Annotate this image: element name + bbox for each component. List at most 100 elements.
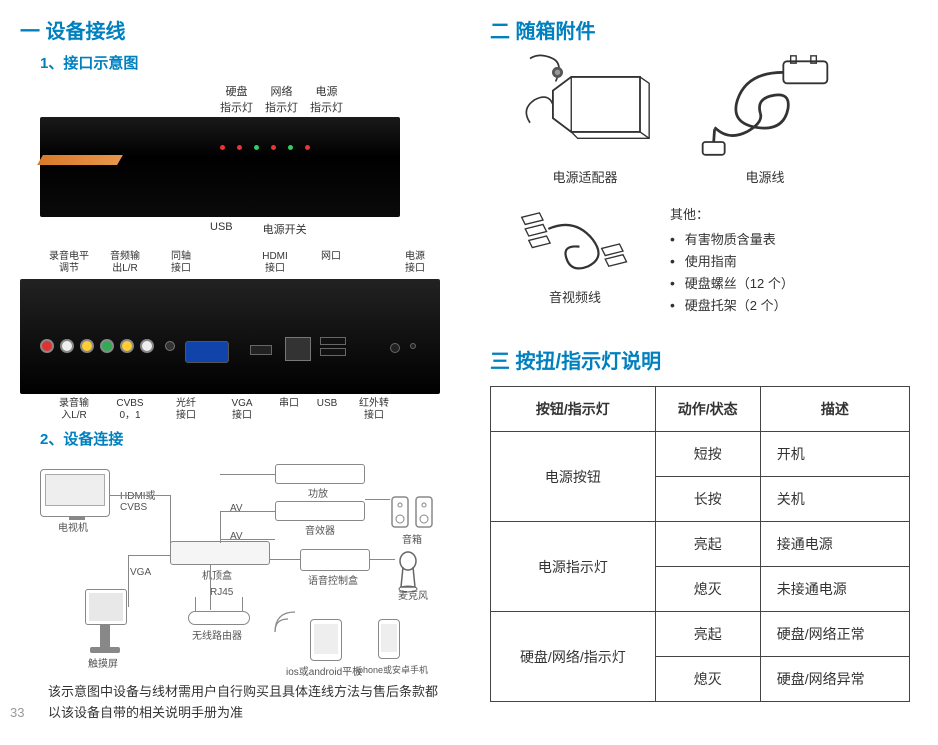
tv-label: 电视机 xyxy=(58,519,88,534)
acc-adapter: 电源适配器 xyxy=(510,54,660,186)
label-net-led: 网络 指示灯 xyxy=(265,83,298,115)
section3-title: 三 按扭/指示灯说明 xyxy=(490,345,918,374)
adapter-icon xyxy=(510,54,660,164)
led-row xyxy=(220,145,310,150)
connection-diagram: 电视机 HDMI或 CVBS 功放 AV 音效器 AV 音箱 机顶盒 语音控制盒 xyxy=(30,459,440,674)
speaker-icon xyxy=(390,489,435,534)
wifi-icon xyxy=(270,607,300,637)
label-usb-back: USB xyxy=(312,398,342,422)
led-icon xyxy=(237,145,242,150)
rca-icon xyxy=(40,339,54,353)
section1-sub2: 2、设备连接 xyxy=(40,428,450,449)
table-rowname: 电源按钮 xyxy=(491,432,656,522)
rca-icon xyxy=(80,339,94,353)
table-desc: 硬盘/网络异常 xyxy=(760,657,909,702)
usb-ports-icon xyxy=(320,337,346,359)
device-box-back xyxy=(20,279,440,394)
table-desc: 开机 xyxy=(760,432,909,477)
label-hdd-led: 硬盘 指示灯 xyxy=(220,83,253,115)
other-item: 硬盘螺丝（12 个） xyxy=(670,273,794,292)
th-button-led: 按钮/指示灯 xyxy=(491,387,656,432)
amp-label: 功放 xyxy=(308,485,328,500)
table-desc: 关机 xyxy=(760,477,909,522)
rca-ports xyxy=(40,339,154,353)
stb-box xyxy=(170,541,270,565)
rj45-label: RJ45 xyxy=(210,587,233,598)
led-icon xyxy=(288,145,293,150)
router-icon xyxy=(188,611,250,625)
table-action: 亮起 xyxy=(655,612,760,657)
label-hdmi: HDMI 接口 xyxy=(251,251,299,275)
led-icon xyxy=(271,145,276,150)
acc-power-cord: 电源线 xyxy=(690,54,840,186)
stb-label: 机顶盒 xyxy=(202,567,232,582)
acc-adapter-label: 电源适配器 xyxy=(510,167,660,186)
other-accessories: 其他： 有害物质含量表 使用指南 硬盘螺丝（12 个） 硬盘托架（2 个） xyxy=(670,204,794,317)
label-ir: 红外转 接口 xyxy=(350,398,398,422)
acc-av-cable: 音视频线 xyxy=(510,204,640,306)
acc-cord-label: 电源线 xyxy=(690,167,840,186)
other-item: 有害物质含量表 xyxy=(670,229,794,248)
voice-label: 语音控制盒 xyxy=(308,572,358,587)
table-action: 熄灭 xyxy=(655,567,760,612)
table-action: 短按 xyxy=(655,432,760,477)
left-column: 一 设备接线 1、接口示意图 硬盘 指示灯 网络 指示灯 电源 指示灯 xyxy=(20,15,450,724)
device-front-diagram: 硬盘 指示灯 网络 指示灯 电源 指示灯 USB 电源开关 xyxy=(40,83,430,237)
led-icon xyxy=(220,145,225,150)
device-box-front xyxy=(40,117,400,217)
proc-box xyxy=(275,501,365,521)
label-serial: 串口 xyxy=(274,398,304,422)
av1-label: AV xyxy=(230,503,243,514)
vga-label: VGA xyxy=(130,567,151,578)
label-vga: VGA 接口 xyxy=(218,398,266,422)
front-bot-labels: USB 电源开关 xyxy=(210,221,430,237)
router-label: 无线路由器 xyxy=(192,627,242,642)
th-action: 动作/状态 xyxy=(655,387,760,432)
hdmi-cvbs-label: HDMI或 CVBS xyxy=(120,487,156,513)
rj45-port-icon xyxy=(285,337,311,361)
label-rec-level: 录音电平 调节 xyxy=(45,251,93,275)
th-desc: 描述 xyxy=(760,387,909,432)
antenna-icon xyxy=(195,597,196,611)
front-top-labels: 硬盘 指示灯 网络 指示灯 电源 指示灯 xyxy=(220,83,430,115)
speaker-label: 音箱 xyxy=(402,531,422,546)
accessories-row1: 电源适配器 电源线 xyxy=(510,54,918,186)
table-desc: 未接通电源 xyxy=(760,567,909,612)
acc-av-label: 音视频线 xyxy=(510,287,640,306)
voice-box xyxy=(300,549,370,571)
power-port-icon xyxy=(390,343,400,353)
amp-box xyxy=(275,464,365,484)
led-status-table: 按钮/指示灯 动作/状态 描述 电源按钮短按开机长按关机电源指示灯亮起接通电源熄… xyxy=(490,386,910,702)
table-desc: 硬盘/网络正常 xyxy=(760,612,909,657)
rca-icon xyxy=(100,339,114,353)
device-accent xyxy=(37,155,123,165)
table-rowname: 硬盘/网络/指示灯 xyxy=(491,612,656,702)
label-optical: 光纤 接口 xyxy=(162,398,210,422)
rca-icon xyxy=(120,339,134,353)
proc-label: 音效器 xyxy=(305,522,335,537)
page-number: 33 xyxy=(10,705,24,720)
table-action: 亮起 xyxy=(655,522,760,567)
label-audio-out: 音频输 出L/R xyxy=(101,251,149,275)
other-item: 使用指南 xyxy=(670,251,794,270)
touchscreen-icon xyxy=(85,589,127,625)
label-cvbs: CVBS 0，1 xyxy=(106,398,154,422)
line xyxy=(220,474,275,475)
av-cable-icon xyxy=(510,204,640,284)
back-bot-labels: 录音输 入L/R CVBS 0，1 光纤 接口 VGA 接口 串口 USB 红外… xyxy=(50,398,450,422)
table-rowname: 电源指示灯 xyxy=(491,522,656,612)
hdmi-port-icon xyxy=(250,345,272,355)
back-top-labels: 录音电平 调节 音频输 出L/R 同轴 接口 HDMI 接口 网口 电源 接口 xyxy=(45,251,450,275)
label-pwr-led: 电源 指示灯 xyxy=(310,83,343,115)
label-rec-in: 录音输 入L/R xyxy=(50,398,98,422)
phone-label: iphone或安卓手机 xyxy=(356,663,428,676)
led-icon xyxy=(254,145,259,150)
ir-port-icon xyxy=(410,343,416,349)
led-icon xyxy=(305,145,310,150)
rca-icon xyxy=(140,339,154,353)
label-usb: USB xyxy=(210,221,233,237)
coax-port-icon xyxy=(165,341,175,351)
accessories-row2: 音视频线 其他： 有害物质含量表 使用指南 硬盘螺丝（12 个） 硬盘托架（2 … xyxy=(510,204,918,317)
vga-port-icon xyxy=(185,341,229,363)
tablet-icon xyxy=(310,619,342,661)
